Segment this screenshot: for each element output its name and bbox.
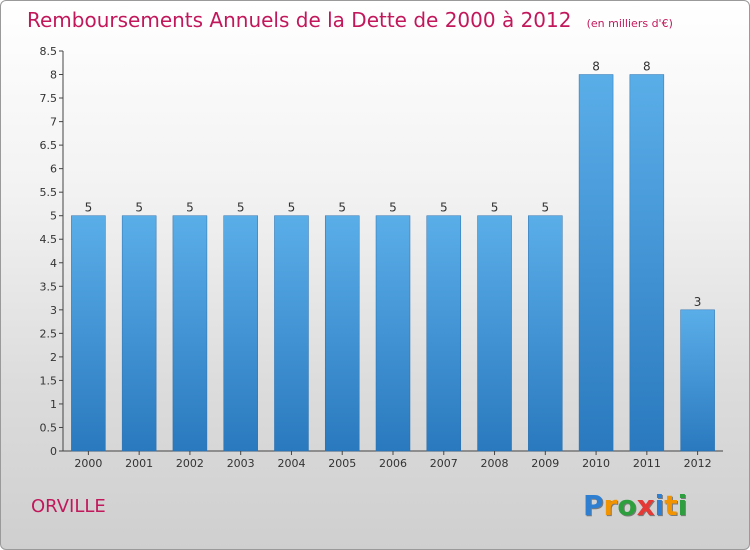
bar-value-label: 5: [135, 201, 143, 215]
logo-letter: r: [603, 489, 618, 522]
bar: [528, 215, 563, 452]
y-tick-label: 8.5: [40, 45, 58, 58]
bar-value-label: 3: [694, 295, 702, 309]
bar: [223, 215, 258, 452]
x-tick-label: 2006: [379, 457, 407, 470]
bar: [172, 215, 208, 452]
y-tick-label: 1.5: [40, 374, 58, 387]
y-tick-label: 8: [50, 69, 57, 82]
bar: [477, 215, 512, 452]
chart-title: Remboursements Annuels de la Dette de 20…: [27, 8, 572, 32]
x-tick-label: 2000: [74, 457, 102, 470]
bar-value-label: 5: [186, 201, 194, 215]
chart-subtitle: (en milliers d'€): [586, 17, 673, 30]
bar: [71, 215, 106, 452]
x-tick-label: 2001: [125, 457, 153, 470]
bar-value-label: 5: [491, 201, 499, 215]
bar: [578, 74, 614, 452]
y-tick-label: 1: [50, 398, 57, 411]
y-tick-label: 0.5: [40, 421, 58, 434]
y-tick-label: 4: [50, 257, 57, 270]
y-tick-label: 5: [50, 210, 57, 223]
bar: [274, 215, 309, 452]
x-tick-label: 2004: [277, 457, 305, 470]
y-tick-label: 5.5: [40, 186, 58, 199]
x-tick-label: 2003: [227, 457, 255, 470]
bar-value-label: 5: [440, 201, 448, 215]
bar: [324, 215, 360, 452]
bar-value-label: 5: [288, 201, 296, 215]
bar: [375, 215, 411, 452]
bar-value-label: 5: [541, 201, 549, 215]
x-tick-label: 2007: [430, 457, 458, 470]
logo-letter: i: [677, 489, 688, 522]
location-label: ORVILLE: [31, 496, 106, 517]
bar-value-label: 8: [592, 60, 600, 74]
x-tick-label: 2005: [328, 457, 356, 470]
x-tick-label: 2012: [684, 457, 712, 470]
y-tick-label: 3: [50, 304, 57, 317]
y-tick-label: 7.5: [40, 92, 58, 105]
bar-value-label: 8: [643, 60, 651, 74]
bar: [629, 74, 665, 452]
logo-letter: x: [636, 489, 655, 522]
y-tick-label: 6.5: [40, 139, 58, 152]
y-tick-label: 7: [50, 116, 57, 129]
bar-value-label: 5: [237, 201, 245, 215]
x-tick-label: 2002: [176, 457, 204, 470]
bar-value-label: 5: [389, 201, 397, 215]
bar: [121, 215, 157, 452]
x-tick-label: 2009: [531, 457, 559, 470]
y-tick-label: 4.5: [40, 233, 58, 246]
y-tick-label: 2.5: [40, 327, 58, 340]
logo-letter: o: [617, 489, 637, 522]
x-tick-label: 2008: [481, 457, 509, 470]
x-tick-label: 2011: [633, 457, 661, 470]
x-tick-label: 2010: [582, 457, 610, 470]
bar: [680, 309, 715, 452]
y-tick-label: 2: [50, 351, 57, 364]
logo-letter: P: [583, 489, 604, 522]
bar-value-label: 5: [85, 201, 93, 215]
logo-letter: t: [664, 489, 678, 522]
y-tick-label: 0: [50, 445, 57, 458]
chart-title-block: Remboursements Annuels de la Dette de 20…: [27, 8, 673, 32]
bar: [426, 215, 462, 452]
y-tick-label: 3.5: [40, 280, 58, 293]
y-tick-label: 6: [50, 163, 57, 176]
proxiti-logo: Proxiti: [583, 489, 687, 522]
bar-value-label: 5: [338, 201, 346, 215]
logo-letter: i: [654, 489, 665, 522]
